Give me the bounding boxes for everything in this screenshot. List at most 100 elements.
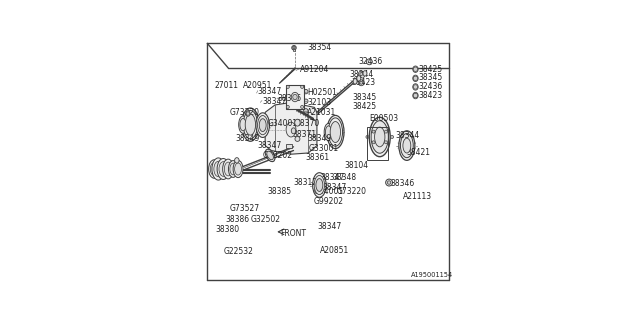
Text: 38345: 38345 [419,73,443,82]
Text: G99202: G99202 [313,196,343,205]
Text: H02501: H02501 [307,88,337,97]
Text: 38349: 38349 [236,134,260,143]
Text: G34001: G34001 [313,187,343,196]
Circle shape [390,135,394,139]
Ellipse shape [316,179,323,191]
Ellipse shape [209,160,220,178]
Text: 38425: 38425 [352,102,376,111]
Text: FRONT: FRONT [280,228,306,237]
Ellipse shape [328,118,342,146]
Text: G99202: G99202 [262,151,292,160]
Circle shape [358,71,364,77]
Ellipse shape [266,149,275,162]
Polygon shape [265,102,317,154]
Ellipse shape [230,163,236,175]
Text: 38425: 38425 [419,65,443,74]
Text: 38370: 38370 [296,119,320,128]
Circle shape [246,112,250,115]
Text: 38423: 38423 [419,91,443,100]
Ellipse shape [219,162,228,176]
Ellipse shape [243,110,257,139]
Text: 38346: 38346 [391,179,415,188]
Ellipse shape [286,122,296,137]
Text: E00503: E00503 [369,114,399,123]
Text: 27011: 27011 [214,81,239,90]
Ellipse shape [413,84,418,90]
Ellipse shape [403,138,411,153]
Circle shape [386,179,392,186]
Ellipse shape [291,92,299,102]
Text: G73220: G73220 [337,187,367,196]
Ellipse shape [259,119,266,132]
Ellipse shape [291,128,296,134]
Circle shape [385,130,387,133]
Text: 38347: 38347 [317,222,341,231]
Ellipse shape [324,124,333,141]
Text: A20851: A20851 [320,246,349,255]
Ellipse shape [312,173,326,197]
Text: 38344: 38344 [349,70,374,79]
Text: 38344: 38344 [396,131,420,140]
Text: 38316: 38316 [278,94,301,103]
Circle shape [301,105,303,108]
Ellipse shape [295,119,300,126]
Text: 32103: 32103 [307,98,331,107]
Text: 38104: 38104 [344,161,368,170]
Ellipse shape [256,113,269,138]
Circle shape [387,181,391,184]
Ellipse shape [353,79,357,84]
Text: 38312: 38312 [294,178,317,187]
Ellipse shape [235,163,241,175]
Circle shape [295,136,300,141]
Ellipse shape [233,160,243,178]
Ellipse shape [246,111,250,116]
Circle shape [360,73,363,76]
Ellipse shape [212,158,225,180]
Ellipse shape [330,122,340,142]
Circle shape [360,81,363,84]
Text: 38385: 38385 [268,187,292,196]
Text: 38347: 38347 [262,97,287,106]
Ellipse shape [401,133,413,158]
Circle shape [413,76,418,81]
Circle shape [413,67,418,71]
Text: 38371: 38371 [292,130,316,139]
Text: G32502: G32502 [251,215,281,224]
Ellipse shape [374,127,385,147]
Circle shape [286,85,289,88]
Circle shape [303,99,308,103]
Text: G73220: G73220 [230,108,259,117]
Circle shape [292,45,296,50]
Text: 38380: 38380 [215,225,239,234]
Bar [367,127,388,160]
Ellipse shape [223,159,234,179]
Text: A91204: A91204 [300,65,329,74]
Text: 38347: 38347 [258,141,282,150]
Ellipse shape [357,76,361,81]
Ellipse shape [360,73,364,78]
Circle shape [413,85,418,89]
Text: A20951: A20951 [243,81,273,90]
Circle shape [372,130,375,133]
Circle shape [372,141,375,144]
Ellipse shape [371,121,388,153]
Text: 38386: 38386 [225,215,249,224]
Text: G73527: G73527 [230,204,260,213]
Bar [286,85,304,108]
Text: G22532: G22532 [224,247,254,256]
Ellipse shape [214,161,223,177]
Text: 38423: 38423 [352,78,376,87]
Text: A21113: A21113 [403,192,432,201]
Circle shape [366,135,369,139]
Text: A21031: A21031 [307,108,336,117]
Circle shape [358,80,364,86]
Circle shape [286,105,289,108]
Ellipse shape [369,117,390,157]
Circle shape [301,85,303,88]
Text: 32436: 32436 [359,57,383,66]
Ellipse shape [413,92,418,99]
Circle shape [292,46,295,49]
Circle shape [385,141,387,144]
Circle shape [367,59,372,65]
Text: 38347: 38347 [258,87,282,96]
